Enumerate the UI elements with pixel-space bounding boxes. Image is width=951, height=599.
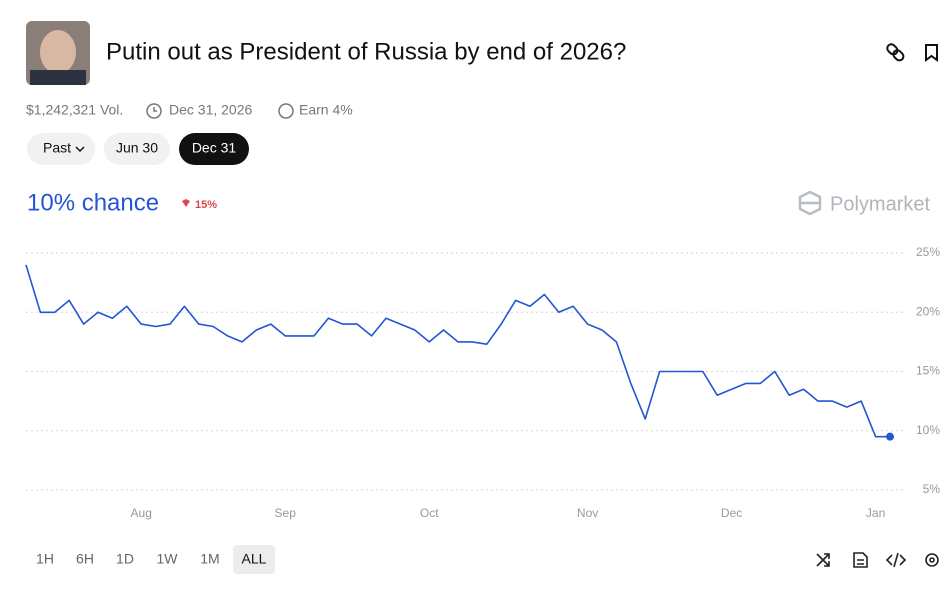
brand-logo [798,190,822,216]
toolbar [816,552,939,568]
date-tabs: Past Jun 30 Dec 31 [27,133,249,165]
brand: Polymarket [830,193,930,215]
range-tab[interactable]: 1W [157,551,179,567]
market-title: Putin out as President of Russia by end … [106,38,626,65]
x-tick-label: Aug [131,506,152,520]
date-tab[interactable] [179,133,249,165]
range-tabs: 1H 6H 1D 1W 1M ALL [36,545,275,574]
y-tick-label: 15% [916,364,940,378]
change-arrow [182,199,190,207]
chevron[interactable] [75,146,85,153]
range-tab[interactable]: 1H [36,551,54,567]
x-tick-label: Oct [420,506,439,520]
range-tab[interactable]: 1M [200,551,219,567]
end-date: Dec 31, 2026 [169,102,252,118]
range-tab-selected[interactable] [233,545,275,574]
x-tick-label: Nov [577,506,598,520]
y-tick-label: 20% [916,304,940,318]
y-tick-label: 25% [916,245,940,259]
market-image-face [40,30,76,74]
document-icon[interactable] [853,552,868,568]
date-tab[interactable] [104,133,170,165]
x-tick-label: Jan [866,506,885,520]
y-tick-label: 10% [916,423,940,437]
last-point [886,432,894,441]
market-image-suit [30,70,86,85]
x-tick-label: Dec [721,506,742,520]
clock-icon [146,103,162,119]
change: 15% [195,199,217,211]
date-tab[interactable] [27,133,95,165]
x-tick-label: Sep [275,506,297,520]
date-tab-label[interactable]: Jun 30 [116,140,158,156]
clock-hands [153,107,157,112]
bookmark-icon[interactable] [925,44,938,62]
chance: 10% chance [27,189,159,216]
plot: 5% 10% 15% 20% 25% Aug Sep Oct Nov Dec Jan [25,245,941,520]
date-tab-label[interactable]: Dec 31 [192,140,237,156]
settings-icon-center[interactable] [929,557,935,563]
date-tab-label[interactable]: Past [43,140,71,156]
range-tab[interactable]: ALL [242,551,267,567]
y-tick-label: 5% [923,482,941,496]
price-line [25,264,890,438]
embed-icon[interactable] [885,552,907,568]
range-tab[interactable]: 1D [116,551,134,567]
settings-icon[interactable] [925,553,939,567]
link-icon[interactable] [886,43,905,62]
range-tab[interactable]: 6H [76,551,94,567]
earn: Earn 4% [299,102,353,118]
volume: $1,242,321 Vol. [26,102,123,118]
shuffle-icon[interactable] [816,553,830,567]
earn-icon [278,103,294,119]
